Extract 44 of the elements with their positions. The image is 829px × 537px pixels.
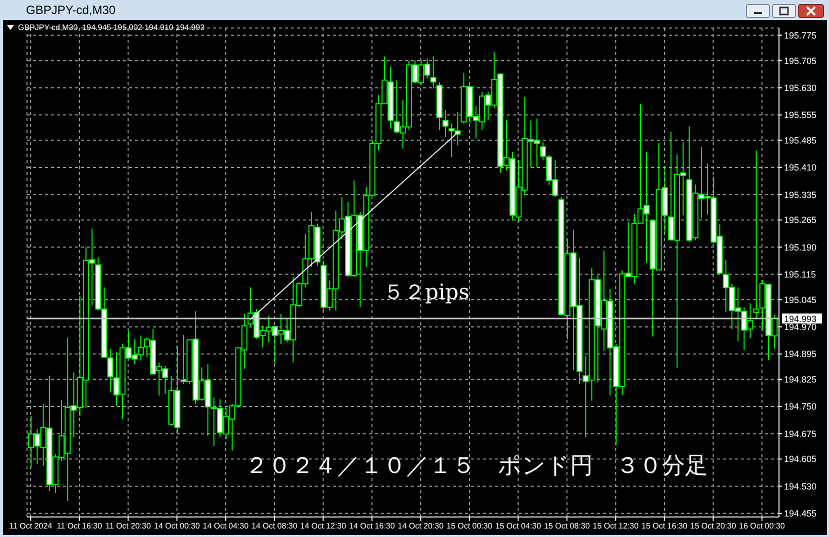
candlestick [442, 110, 448, 138]
y-tick-label: 194.455 [784, 508, 817, 519]
x-tick-label: 14 Oct 08:30 [252, 522, 298, 531]
x-tick-label: 11 Oct 20:30 [106, 522, 152, 531]
y-tick-label: 195.335 [784, 190, 817, 200]
x-tick-label: 15 Oct 12:30 [592, 522, 640, 531]
y-tick-label: 195.115 [784, 270, 816, 280]
y-tick-label: 195.410 [784, 162, 817, 173]
x-tick-label: 16 Oct 00:30 [739, 522, 786, 531]
y-tick-label: 194.675 [784, 428, 817, 439]
y-tick-label: 195.775 [784, 30, 817, 40]
y-tick-label: 194.825 [784, 374, 817, 385]
x-tick-label: 14 Oct 20:30 [398, 522, 444, 531]
x-tick-label: 15 Oct 20:30 [690, 522, 737, 531]
y-tick-label: 195.485 [784, 135, 817, 146]
ref-line-label: 194.993 [784, 314, 817, 324]
x-tick-label: 14 Oct 12:30 [300, 522, 347, 531]
y-tick-label: 194.895 [784, 349, 817, 360]
x-tick-label: 15 Oct 04:30 [495, 522, 542, 531]
candlestick [753, 150, 760, 320]
x-tick-label: 11 Oct 16:30 [56, 522, 103, 531]
y-tick-label: 195.265 [784, 215, 817, 226]
y-tick-label: 194.970 [784, 322, 817, 332]
chart-title: GBPJPY-cd,M30 [26, 3, 116, 17]
candlestick [540, 142, 546, 161]
y-tick-label: 194.750 [784, 402, 817, 412]
annotation: ２０２４／１０／１５ ポンド円 ３０分足 [245, 452, 708, 481]
x-tick-label: 14 Oct 16:30 [349, 522, 396, 531]
y-tick-label: 194.530 [784, 481, 817, 492]
x-tick-label: 15 Oct 16:30 [642, 522, 688, 531]
x-tick-label: 15 Oct 08:30 [544, 522, 590, 531]
y-tick-label: 195.555 [784, 110, 817, 120]
y-tick-label: 194.605 [784, 454, 817, 464]
annotation: ５２pips [383, 279, 470, 306]
x-tick-label: 14 Oct 00:30 [154, 522, 200, 531]
candlestick [430, 56, 436, 89]
y-tick-label: 195.630 [784, 82, 817, 93]
chart-subtitle: GBPJPY-cd,M30 194.945 195.002 194.910 194.993 [18, 23, 205, 32]
y-tick-label: 195.190 [784, 242, 817, 252]
y-tick-label: 195.045 [784, 294, 817, 305]
y-tick-label: 195.705 [784, 56, 817, 66]
x-tick-label: 11 Oct 2024 [9, 522, 53, 531]
x-tick-label: 14 Oct 04:30 [202, 522, 250, 531]
x-tick-label: 15 Oct 00:30 [446, 522, 493, 531]
